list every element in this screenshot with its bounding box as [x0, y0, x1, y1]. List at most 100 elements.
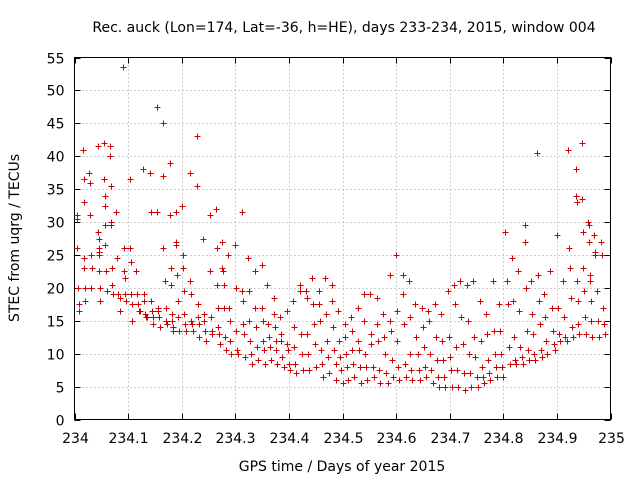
data-point	[154, 104, 161, 111]
data-point	[203, 338, 210, 345]
data-point	[234, 347, 241, 354]
data-point	[81, 199, 88, 206]
data-point	[487, 377, 494, 384]
data-point	[401, 321, 408, 328]
data-point	[246, 318, 253, 325]
data-point	[483, 311, 490, 318]
data-point	[477, 298, 484, 305]
data-point	[216, 331, 223, 338]
data-point	[285, 347, 292, 354]
data-point	[247, 338, 254, 345]
data-point	[529, 311, 536, 318]
data-point	[363, 364, 370, 371]
data-point	[123, 298, 130, 305]
data-point	[163, 305, 170, 312]
data-point	[163, 318, 170, 325]
data-point	[95, 229, 102, 236]
data-point	[239, 288, 246, 295]
data-point	[400, 272, 407, 279]
data-point	[600, 305, 607, 312]
data-point	[413, 334, 420, 341]
data-point	[417, 377, 424, 384]
data-point	[246, 288, 253, 295]
data-point	[345, 377, 352, 384]
data-point	[439, 338, 446, 345]
data-point	[576, 331, 583, 338]
data-point	[103, 268, 110, 275]
data-point	[538, 347, 545, 354]
data-point	[592, 252, 599, 259]
data-point	[516, 308, 523, 315]
data-point	[393, 252, 400, 259]
data-point	[196, 334, 203, 341]
data-point	[109, 282, 116, 289]
data-point	[249, 361, 256, 368]
data-point	[259, 305, 266, 312]
data-point	[586, 222, 593, 229]
data-point	[436, 384, 443, 391]
data-point	[272, 324, 279, 331]
data-point	[567, 265, 574, 272]
data-point	[273, 347, 280, 354]
data-point	[87, 180, 94, 187]
data-point	[135, 301, 142, 308]
data-point	[557, 338, 564, 345]
data-point	[316, 301, 323, 308]
data-point	[601, 321, 608, 328]
data-point	[293, 370, 300, 377]
data-point	[340, 380, 347, 387]
data-point	[454, 367, 461, 374]
data-point	[342, 321, 349, 328]
data-point	[306, 367, 313, 374]
data-point	[382, 351, 389, 358]
data-point	[277, 314, 284, 321]
data-point	[331, 347, 338, 354]
data-point	[390, 374, 397, 381]
data-points	[74, 64, 609, 394]
y-tick-label: 20	[47, 282, 65, 298]
data-point	[574, 278, 581, 285]
data-point	[81, 255, 88, 262]
data-point	[215, 324, 222, 331]
data-point	[455, 384, 462, 391]
data-point	[279, 354, 286, 361]
y-tick-label: 30	[47, 216, 65, 232]
data-point	[102, 222, 109, 229]
data-point	[196, 321, 203, 328]
data-point	[129, 301, 136, 308]
data-point	[284, 308, 291, 315]
data-point	[433, 334, 440, 341]
data-point	[416, 367, 423, 374]
data-point	[374, 295, 381, 302]
data-point	[552, 347, 559, 354]
data-point	[407, 314, 414, 321]
data-point	[316, 288, 323, 295]
data-point	[394, 338, 401, 345]
data-point	[102, 193, 109, 200]
data-point	[214, 282, 221, 289]
data-point	[446, 334, 453, 341]
data-point	[264, 282, 271, 289]
data-point	[539, 354, 546, 361]
data-point	[291, 344, 298, 351]
data-point	[515, 268, 522, 275]
data-point	[364, 377, 371, 384]
data-point	[441, 374, 448, 381]
data-point	[96, 252, 103, 259]
y-tick-label: 45	[47, 117, 65, 133]
data-point	[323, 311, 330, 318]
data-point	[195, 301, 202, 308]
data-point	[479, 364, 486, 371]
data-point	[169, 318, 176, 325]
data-point	[524, 328, 531, 335]
data-point	[147, 170, 154, 177]
y-tick-label: 40	[47, 150, 65, 166]
data-point	[225, 252, 232, 259]
data-point	[284, 341, 291, 348]
data-point	[241, 331, 248, 338]
data-point	[517, 344, 524, 351]
data-point	[81, 265, 88, 272]
grid	[74, 57, 611, 420]
data-point	[107, 153, 114, 160]
data-point	[209, 331, 216, 338]
